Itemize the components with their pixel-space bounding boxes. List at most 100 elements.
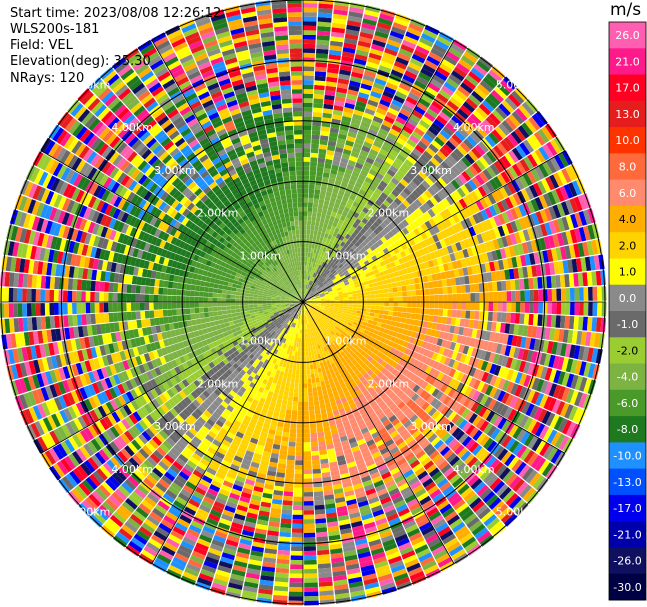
ppi-gate — [296, 342, 299, 348]
ppi-gate — [304, 564, 317, 570]
ppi-gate — [488, 132, 500, 145]
ppi-gate — [303, 410, 309, 416]
ppi-gate — [443, 263, 450, 272]
ppi-gate — [402, 125, 414, 135]
ppi-gate — [544, 222, 553, 236]
ppi-gate — [472, 235, 480, 246]
ppi-gate — [383, 240, 391, 248]
ppi-gate — [569, 287, 575, 301]
ppi-gate — [452, 93, 465, 105]
ppi-gate — [404, 121, 416, 131]
ppi-gate — [452, 293, 457, 302]
ppi-gate — [380, 243, 387, 250]
ppi-gate — [436, 150, 447, 161]
ppi-gate — [307, 299, 312, 301]
ppi-gate — [551, 302, 557, 315]
ppi-gate — [319, 236, 324, 242]
ppi-gate — [339, 69, 351, 76]
ppi-gate — [424, 288, 430, 296]
ppi-gate — [439, 239, 447, 248]
ppi-gate — [308, 392, 313, 397]
ppi-gate — [469, 132, 481, 144]
ppi-gate — [315, 175, 323, 182]
ppi-gate — [304, 532, 316, 538]
ppi-gate — [522, 216, 531, 229]
ppi-gate — [350, 264, 356, 270]
ppi-gate — [398, 48, 413, 58]
ppi-gate — [345, 29, 360, 36]
ppi-gate — [337, 209, 344, 215]
ppi-gate — [421, 269, 427, 277]
ppi-gate — [357, 304, 362, 308]
ppi-gate — [468, 94, 481, 106]
ppi-gate — [386, 152, 397, 161]
ppi-gate — [332, 289, 338, 293]
ppi-gate — [401, 162, 411, 172]
ppi-gate — [295, 451, 303, 456]
ppi-gate — [375, 302, 380, 306]
ppi-gate — [340, 283, 346, 288]
ppi-gate — [341, 115, 352, 123]
ppi-gate — [348, 179, 356, 186]
ppi-gate — [464, 257, 472, 267]
ppi-gate — [295, 346, 299, 352]
ppi-gate — [511, 290, 516, 302]
ppi-gate — [307, 216, 312, 221]
ppi-gate — [316, 166, 324, 173]
ppi-gate — [393, 60, 407, 70]
ppi-gate — [352, 304, 358, 308]
ppi-gate — [353, 253, 360, 259]
ppi-gate — [385, 43, 400, 53]
ppi-gate — [358, 92, 370, 100]
ppi-gate — [304, 293, 307, 298]
ppi-gate — [525, 186, 535, 200]
ppi-gate — [451, 165, 461, 176]
ppi-gate — [307, 298, 312, 301]
ppi-gate — [306, 234, 310, 239]
ppi-gate — [532, 277, 539, 289]
ppi-gate — [375, 298, 380, 302]
ppi-gate — [469, 284, 475, 293]
ppi-gate — [369, 48, 384, 57]
ppi-gate — [303, 347, 306, 352]
ppi-gate — [314, 244, 318, 250]
ppi-gate — [386, 169, 396, 177]
ppi-gate — [307, 297, 312, 301]
ppi-gate — [325, 228, 331, 235]
ppi-gate — [460, 285, 466, 293]
ppi-gate — [514, 128, 526, 142]
ppi-gate — [370, 180, 379, 188]
ppi-gate — [493, 227, 501, 239]
ppi-gate — [370, 298, 376, 302]
ppi-gate — [290, 564, 303, 570]
ppi-gate — [369, 270, 375, 276]
ppi-gate — [356, 289, 362, 294]
ppi-gate — [305, 338, 308, 343]
ppi-gate — [303, 374, 307, 379]
ppi-gate — [360, 27, 375, 35]
ppi-gate — [346, 20, 362, 27]
ppi-gate — [468, 165, 479, 177]
ppi-gate — [370, 302, 376, 306]
ppi-gate — [304, 559, 317, 565]
ppi-gate — [379, 260, 386, 267]
ppi-gate — [352, 186, 361, 193]
ppi-gate — [565, 199, 575, 215]
ppi-gate — [304, 265, 307, 271]
ppi-gate — [386, 278, 392, 284]
ppi-gate — [492, 281, 498, 292]
ppi-gate — [415, 174, 425, 183]
ppi-gate — [379, 297, 385, 302]
ppi-gate — [456, 285, 462, 294]
ppi-gate — [406, 254, 413, 261]
ppi-gate — [303, 161, 310, 167]
ppi-gate — [356, 158, 366, 166]
ppi-gate — [291, 532, 303, 538]
ppi-gate — [377, 195, 386, 204]
ppi-gate — [307, 207, 313, 212]
ppi-gate — [523, 313, 530, 325]
ppi-gate — [313, 400, 320, 406]
ppi-gate — [398, 237, 405, 245]
ppi-gate — [482, 76, 497, 90]
ppi-gate — [333, 4, 349, 11]
